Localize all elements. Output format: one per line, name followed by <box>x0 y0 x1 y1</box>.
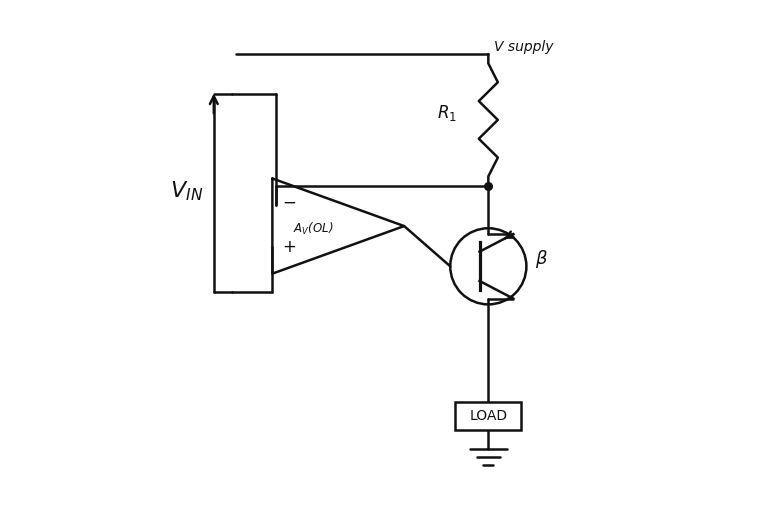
Text: LOAD: LOAD <box>469 409 507 423</box>
Text: +: + <box>283 238 297 256</box>
Text: R$_1$: R$_1$ <box>438 103 457 123</box>
FancyBboxPatch shape <box>456 402 521 429</box>
Text: V$_{IN}$: V$_{IN}$ <box>170 179 203 203</box>
Text: V supply: V supply <box>494 40 554 54</box>
Text: β: β <box>535 250 547 268</box>
Text: A$_V$(OL): A$_V$(OL) <box>293 221 333 237</box>
Text: −: − <box>283 193 297 211</box>
